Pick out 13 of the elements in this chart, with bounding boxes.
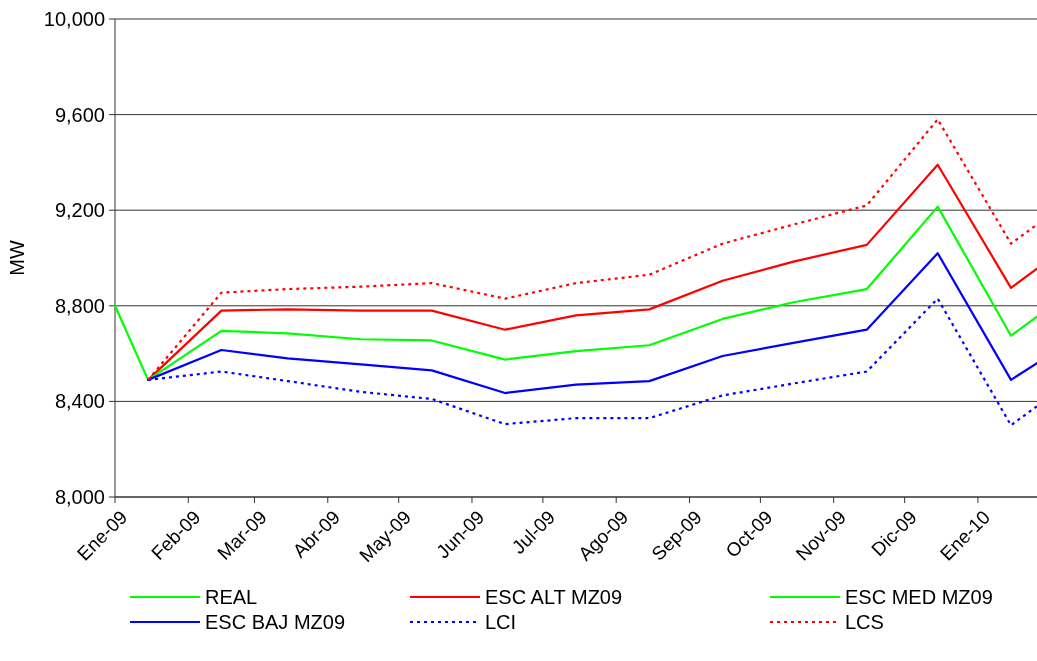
legend-label: REAL: [205, 586, 258, 608]
y-tick-label: 8,400: [54, 390, 105, 413]
y-tick-label: 9,200: [54, 199, 105, 222]
y-tick-label: 9,600: [54, 103, 105, 126]
y-tick-label: 10,000: [43, 8, 105, 30]
legend-label: ESC BAJ MZ09: [205, 611, 346, 633]
legend-label: LCI: [485, 611, 517, 633]
y-axis-title: MW: [6, 240, 28, 276]
legend-label: ESC ALT MZ09: [485, 586, 623, 608]
legend-label: ESC MED MZ09: [845, 586, 993, 608]
y-tick-label: 8,000: [54, 486, 105, 508]
legend-label: LCS: [845, 611, 884, 633]
y-tick-label: 8,800: [54, 294, 105, 317]
